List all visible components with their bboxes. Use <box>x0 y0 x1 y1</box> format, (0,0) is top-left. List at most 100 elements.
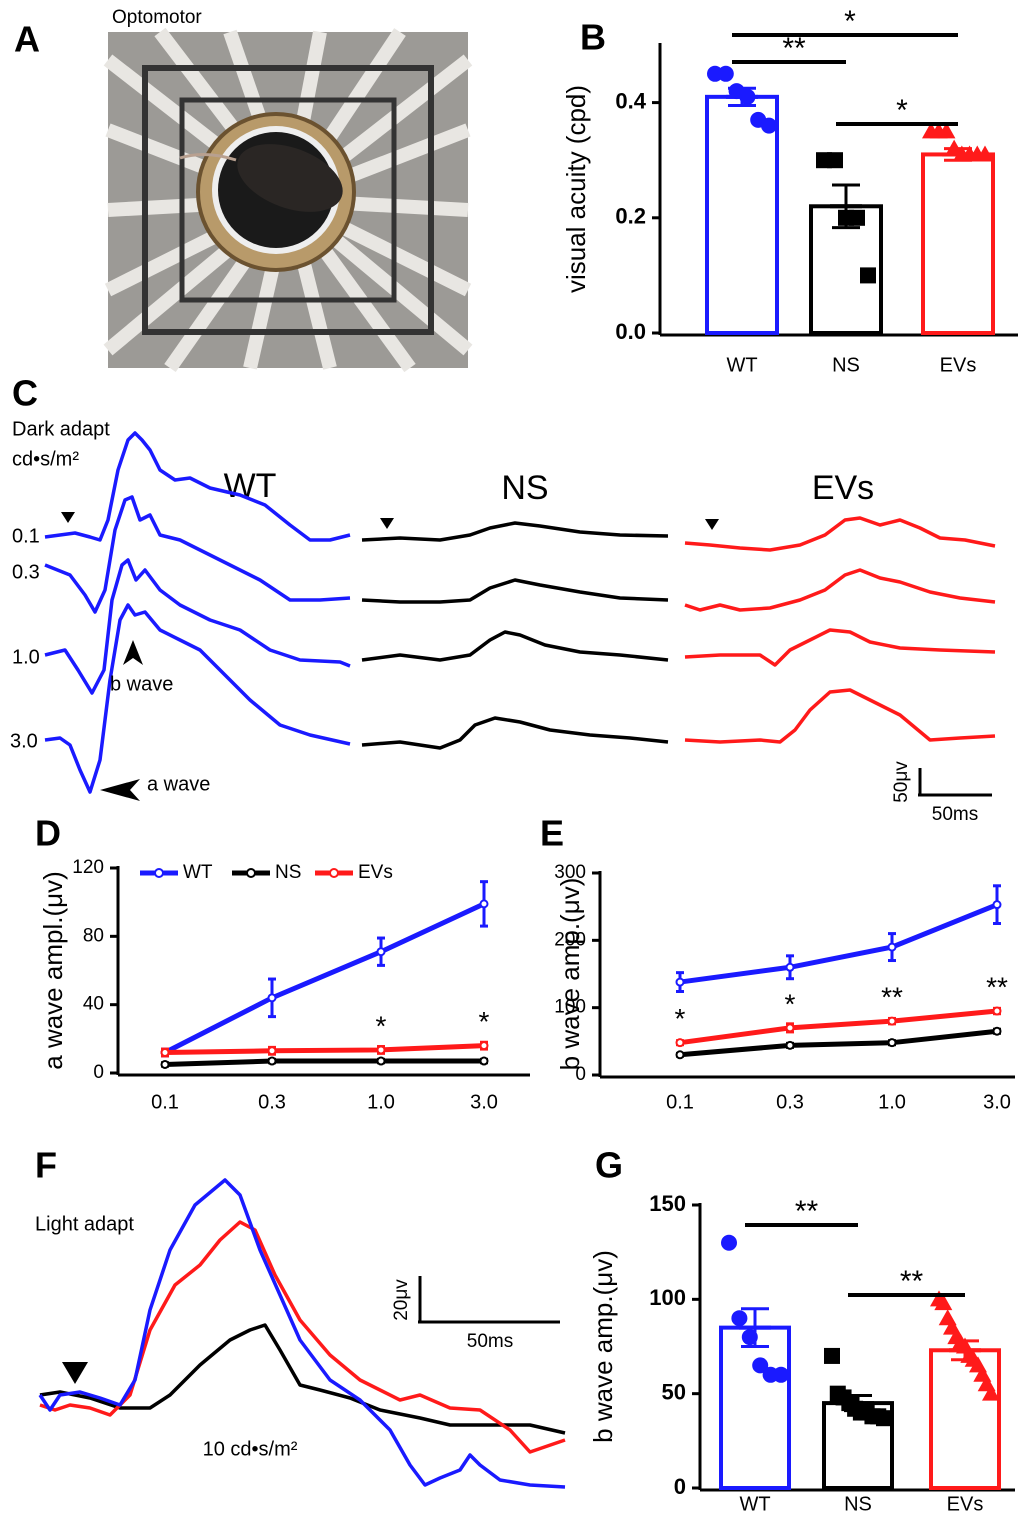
panel-label: B <box>580 17 606 58</box>
x-tick-label: WT <box>726 354 757 376</box>
x-tick-label: 0.3 <box>776 1091 804 1113</box>
panel-label: F <box>35 1145 57 1186</box>
scale-x-label: 50ms <box>932 804 978 825</box>
y-tick-label: 100 <box>649 1285 686 1310</box>
data-point <box>982 1384 1000 1401</box>
data-point <box>887 942 897 952</box>
wave-arrows <box>100 640 143 801</box>
data-point <box>773 1366 789 1383</box>
condition-label: Dark adapt <box>12 418 110 440</box>
erg-traces-evs <box>684 516 996 744</box>
y-axis-label: visual acuity (cpd) <box>561 85 591 293</box>
significance-label: ** <box>782 32 806 65</box>
y-tick-label: 40 <box>83 994 104 1015</box>
optomotor-photo <box>103 27 473 373</box>
legend-label: NS <box>275 862 301 883</box>
bar <box>929 1348 1001 1490</box>
significance-label: ** <box>900 1265 924 1298</box>
significance-label: ** <box>795 1195 819 1228</box>
data-point <box>785 1023 795 1033</box>
intensity-label: 0.3 <box>12 561 40 583</box>
x-tick-label: 0.1 <box>666 1091 694 1113</box>
data-point <box>934 1294 953 1311</box>
data-point <box>267 1046 277 1056</box>
y-tick-label: 150 <box>649 1191 686 1216</box>
data-point <box>479 899 489 909</box>
data-point <box>721 1234 737 1251</box>
data-point <box>992 900 1002 910</box>
data-point <box>267 1056 277 1066</box>
legend-label: EVs <box>358 862 393 883</box>
a-wave-label: a wave <box>147 773 210 795</box>
data-point <box>876 1410 892 1427</box>
x-tick-label: 1.0 <box>878 1091 906 1113</box>
series-line <box>679 1008 998 1046</box>
x-tick-label: 0.1 <box>151 1091 179 1113</box>
data-point <box>675 1038 685 1048</box>
series-line <box>164 1058 484 1067</box>
series-line <box>679 902 998 985</box>
y-tick-label: 300 <box>554 862 586 883</box>
data-point <box>887 1038 897 1048</box>
data-point <box>160 1048 170 1057</box>
series-line <box>679 1028 998 1058</box>
legend-marker <box>246 868 256 878</box>
significance-label: * <box>785 988 796 1019</box>
legend-label: WT <box>183 862 213 883</box>
y-tick-label: 100 <box>554 997 586 1018</box>
data-point <box>675 1050 685 1060</box>
panel-label: A <box>14 19 40 60</box>
data-point <box>479 1041 489 1051</box>
x-tick-label: EVs <box>940 354 977 376</box>
b-wave-label: b wave <box>110 673 173 695</box>
data-point <box>376 1045 386 1055</box>
significance-label: * <box>896 94 908 127</box>
group-label: NS <box>501 469 548 507</box>
data-point <box>849 209 865 226</box>
data-point <box>376 947 386 957</box>
x-tick-label: 3.0 <box>470 1091 498 1113</box>
significance-label: * <box>675 1003 686 1034</box>
y-axis-label: b wave amp.(μv) <box>588 1250 618 1443</box>
y-axis-label: b wave amp.(μv) <box>555 878 585 1071</box>
x-tick-label: WT <box>739 1493 770 1515</box>
y-tick-label: 0.2 <box>615 204 646 229</box>
data-point <box>827 152 843 169</box>
x-tick-label: 3.0 <box>983 1091 1011 1113</box>
data-point <box>937 122 956 139</box>
erg-traces-wt <box>44 431 351 794</box>
data-point <box>761 117 777 134</box>
significance-label: ** <box>986 971 1008 1002</box>
legend-marker <box>154 868 164 878</box>
significance-label: * <box>844 5 856 38</box>
y-tick-label: 0 <box>674 1474 686 1499</box>
scale-bar <box>418 1276 560 1324</box>
scale-x-label: 50ms <box>467 1331 513 1352</box>
data-point <box>376 1056 386 1066</box>
photo-title: Optomotor <box>112 7 202 28</box>
bar <box>719 1325 791 1490</box>
panel-label: C <box>12 373 38 414</box>
series-line <box>163 901 486 1055</box>
group-label: EVs <box>812 469 874 507</box>
data-point <box>824 1347 840 1364</box>
x-tick-label: 0.3 <box>258 1091 286 1113</box>
data-point <box>752 1357 769 1374</box>
intensity-label: 3.0 <box>10 730 38 752</box>
data-point <box>992 1026 1002 1036</box>
scale-y-label: 20μv <box>391 1279 412 1321</box>
bar <box>705 94 779 335</box>
data-point <box>267 993 277 1003</box>
data-point <box>479 1056 489 1066</box>
y-tick-label: 80 <box>83 925 104 946</box>
panel-label: D <box>35 813 61 854</box>
data-point <box>717 65 734 82</box>
intensity-label: 1.0 <box>12 646 40 668</box>
panel-label: G <box>595 1145 623 1186</box>
panel-label: E <box>540 813 564 854</box>
data-point <box>887 1016 897 1026</box>
erg-traces-ns <box>361 521 669 750</box>
bar <box>921 152 995 335</box>
data-point <box>675 977 685 987</box>
